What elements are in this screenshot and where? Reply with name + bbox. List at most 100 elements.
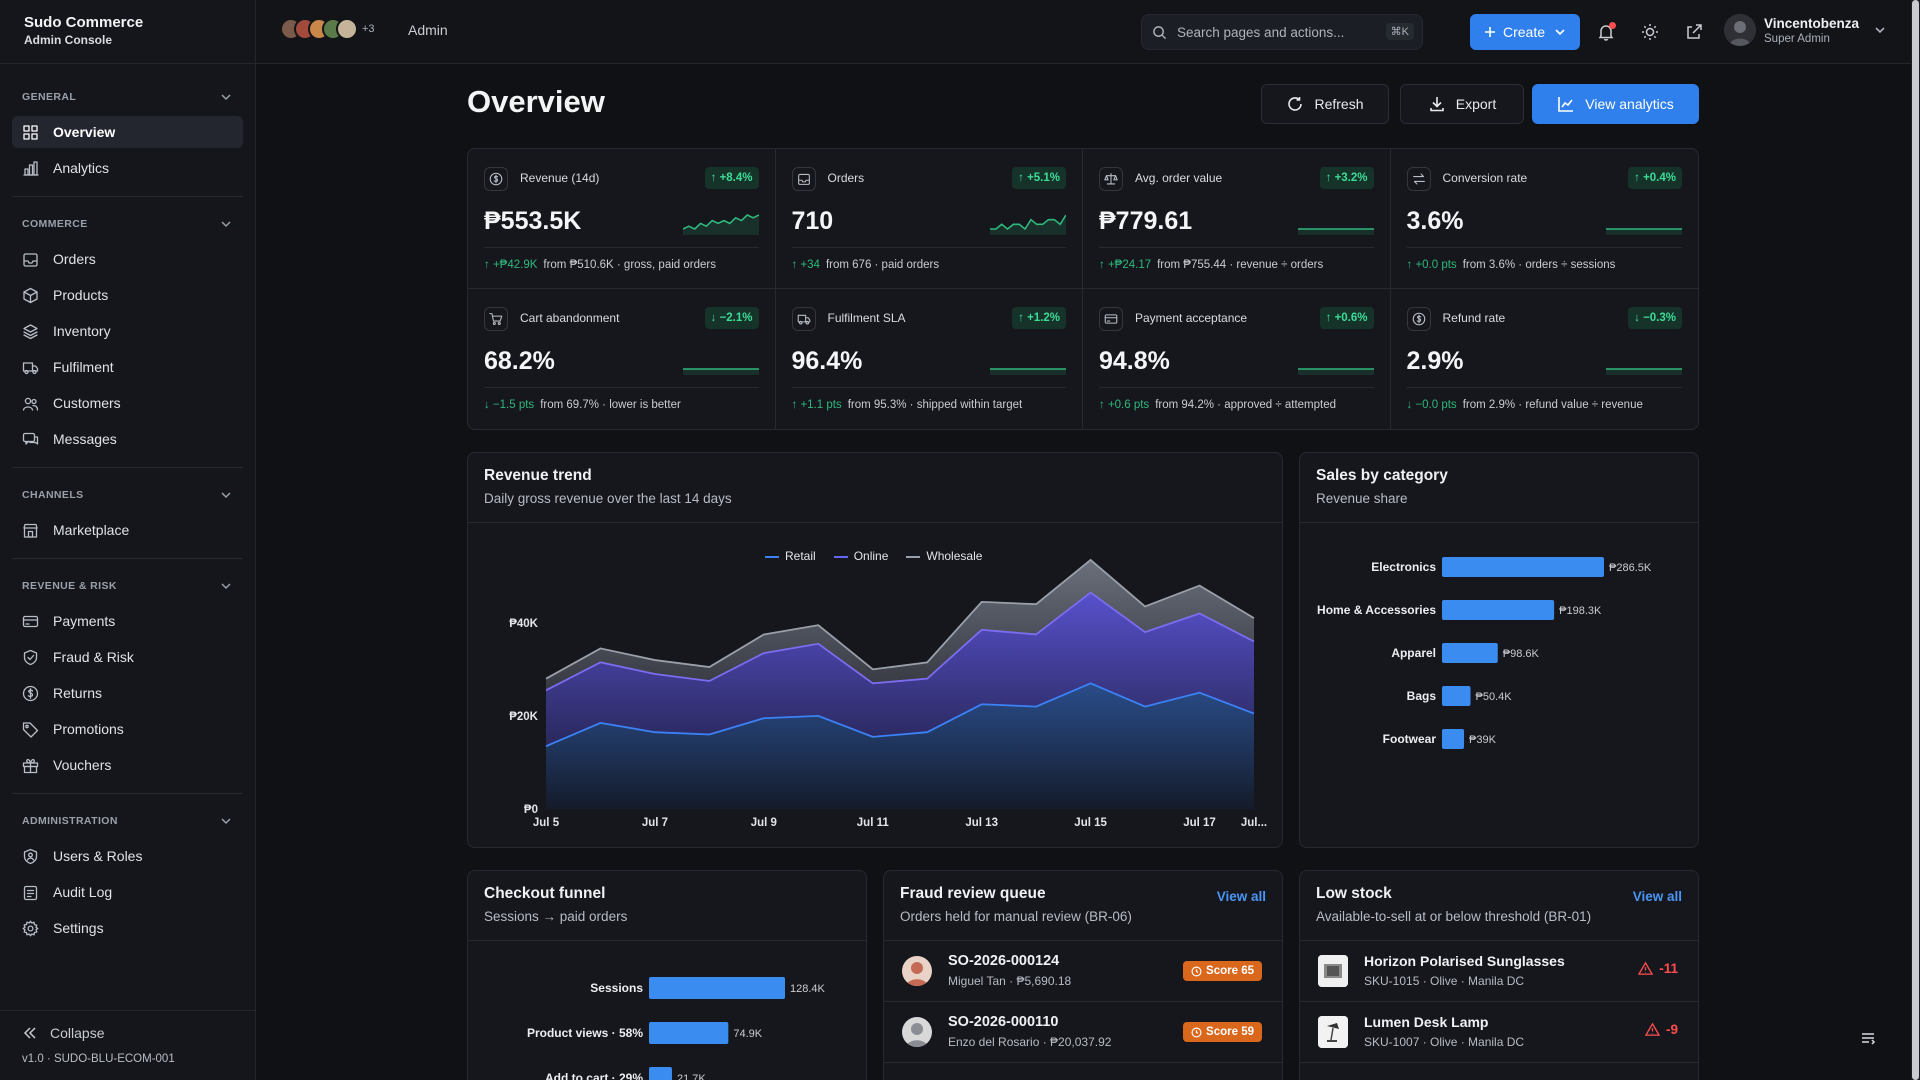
kpi-card-cart-abandonment[interactable]: Cart abandonment ↓ −2.1% 68.2% ↓ −1.5 pts fr… bbox=[468, 289, 776, 429]
sidebar-item-audit-log[interactable]: Audit Log bbox=[12, 876, 243, 908]
sidebar-item-products[interactable]: Products bbox=[12, 279, 243, 311]
kpi-card-revenue-14d[interactable]: Revenue (14d) ↑ +8.4% ₱553.5K ↑ +₱42.9K from… bbox=[468, 149, 776, 289]
sidebar: Sudo Commerce Admin Console GENERAL Overv… bbox=[0, 0, 256, 1080]
low-stock-row[interactable]: Lumen Desk Lamp SKU-1007 · Olive · Manila… bbox=[1300, 1002, 1698, 1063]
card-header: Checkout funnel Sessions → paid orders bbox=[468, 871, 866, 941]
sidebar-item-users-and-roles[interactable]: Users & Roles bbox=[12, 840, 243, 872]
dollar-circle-icon bbox=[489, 172, 503, 186]
breadcrumb[interactable]: Admin bbox=[408, 22, 448, 38]
card-subtitle: Available-to-sell at or below threshold … bbox=[1316, 909, 1592, 924]
fraud-queue-row[interactable]: SO-2026-000124 Miguel Tan · ₱5,690.18 Scor… bbox=[884, 941, 1282, 1002]
bar-home-and-accessories[interactable] bbox=[1442, 600, 1555, 620]
legend-item-online[interactable]: Online bbox=[833, 549, 888, 563]
sidebar-item-label: Overview bbox=[53, 124, 116, 140]
kpi-card-payment-acceptance[interactable]: Payment acceptance ↑ +0.6% 94.8% ↑ +0.6 pts… bbox=[1083, 289, 1391, 429]
sparkline-area bbox=[1297, 369, 1374, 375]
legend-swatch bbox=[765, 555, 779, 558]
page-title: Overview bbox=[467, 84, 605, 119]
scrollbar-thumb[interactable] bbox=[1912, 0, 1919, 1080]
sidebar-item-marketplace[interactable]: Marketplace bbox=[12, 514, 243, 546]
kpi-delta-badge: ↑ +8.4% bbox=[704, 167, 759, 189]
collapse-button[interactable]: Collapse bbox=[22, 1025, 234, 1041]
sidebar-item-label: Analytics bbox=[53, 160, 110, 176]
kpi-footnote: ↓ −1.5 pts from 69.7% · lower is better bbox=[484, 399, 681, 411]
kpi-card-refund-rate[interactable]: Refund rate ↓ −0.3% 2.9% ↓ −0.0 pts from 2.9… bbox=[1391, 289, 1699, 429]
export-button[interactable]: Export bbox=[1400, 84, 1524, 124]
external-link-icon[interactable] bbox=[1684, 22, 1704, 42]
dollar-circle-icon bbox=[22, 685, 39, 701]
area-series-wholesale[interactable] bbox=[546, 559, 1254, 691]
page-scrollbar[interactable] bbox=[1911, 0, 1920, 1080]
sidebar-item-orders[interactable]: Orders bbox=[12, 243, 243, 275]
view-all-link[interactable]: View all bbox=[1216, 889, 1266, 904]
view-all-link[interactable]: View all bbox=[1632, 889, 1682, 904]
sidebar-item-returns[interactable]: Returns bbox=[12, 677, 243, 709]
bell-icon[interactable] bbox=[1596, 22, 1616, 42]
kpi-grid: Revenue (14d) ↑ +8.4% ₱553.5K ↑ +₱42.9K from… bbox=[467, 148, 1699, 430]
sidebar-item-settings[interactable]: Settings bbox=[12, 912, 243, 944]
kpi-icon-frame bbox=[484, 167, 508, 191]
x-tick-label: Jul 15 bbox=[1074, 817, 1107, 829]
bar-sessions[interactable] bbox=[649, 977, 785, 999]
search-box[interactable]: ⌘K bbox=[1141, 14, 1423, 50]
kpi-card-avg-order-value[interactable]: Avg. order value ↑ +3.2% ₱779.61 ↑ +₱24.17 f… bbox=[1083, 149, 1391, 289]
kpi-change: ↑ +1.1 pts bbox=[791, 399, 842, 411]
kpi-comparison: from 676 · paid orders bbox=[825, 259, 940, 271]
kpi-label: Fulfilment SLA bbox=[827, 311, 906, 325]
sidebar-item-promotions[interactable]: Promotions bbox=[12, 713, 243, 745]
kpi-card-fulfilment-sla[interactable]: Fulfilment SLA ↑ +1.2% 96.4% ↑ +1.1 pts from… bbox=[776, 289, 1083, 429]
trend-chart-icon bbox=[1558, 97, 1574, 112]
sidebar-item-fulfilment[interactable]: Fulfilment bbox=[12, 351, 243, 383]
nav-section-header[interactable]: COMMERCE bbox=[12, 211, 243, 237]
bar-value-label: 74.9K bbox=[733, 1028, 762, 1040]
search-input[interactable] bbox=[1177, 24, 1397, 40]
area-series-retail[interactable] bbox=[546, 683, 1254, 809]
view-analytics-button[interactable]: View analytics bbox=[1532, 84, 1699, 124]
collaborator-avatars[interactable]: +3 bbox=[280, 18, 375, 40]
refresh-button[interactable]: Refresh bbox=[1261, 84, 1389, 124]
product-name: Horizon Polarised Sunglasses bbox=[1364, 953, 1565, 969]
nav-divider bbox=[12, 196, 243, 197]
clock-icon bbox=[1191, 1027, 1202, 1037]
bar-product-views-58[interactable] bbox=[649, 1022, 729, 1044]
nav-section-header[interactable]: GENERAL bbox=[12, 84, 243, 110]
revenue-trend-card: Revenue trend Daily gross revenue over t… bbox=[467, 452, 1283, 848]
sidebar-item-customers[interactable]: Customers bbox=[12, 387, 243, 419]
nav-section-header[interactable]: ADMINISTRATION bbox=[12, 808, 243, 834]
nav-divider bbox=[12, 558, 243, 559]
double-chevron-left-icon bbox=[23, 1027, 36, 1039]
bar-add-to-cart-29[interactable] bbox=[649, 1067, 672, 1080]
sidebar-item-overview[interactable]: Overview bbox=[12, 116, 243, 148]
sidebar-item-vouchers[interactable]: Vouchers bbox=[12, 749, 243, 781]
sidebar-item-label: Messages bbox=[53, 431, 117, 447]
nav-section-header[interactable]: REVENUE & RISK bbox=[12, 573, 243, 599]
nav-divider bbox=[12, 467, 243, 468]
floating-menu-button[interactable] bbox=[1852, 1022, 1884, 1054]
legend-item-retail[interactable]: Retail bbox=[765, 549, 816, 563]
sun-icon[interactable] bbox=[1640, 22, 1660, 42]
checkout-funnel-chart: Sessions 128.4K Product views · 58% 74.9K Ad… bbox=[527, 977, 826, 1080]
bar-bags[interactable] bbox=[1442, 686, 1471, 706]
kpi-card-orders[interactable]: Orders ↑ +5.1% 710 ↑ +34 from 676 · paid ord… bbox=[775, 149, 1083, 289]
fraud-queue-row[interactable]: SO-2026-000110 Enzo del Rosario · ₱20,037… bbox=[884, 1002, 1282, 1063]
kpi-card-conversion-rate[interactable]: Conversion rate ↑ +0.4% 3.6% ↑ +0.0 pts from… bbox=[1390, 149, 1698, 289]
brand[interactable]: Sudo Commerce Admin Console bbox=[0, 0, 255, 64]
bar-value-label: ₱198.3K bbox=[1559, 605, 1602, 617]
sidebar-item-fraud-and-risk[interactable]: Fraud & Risk bbox=[12, 641, 243, 673]
sidebar-item-analytics[interactable]: Analytics bbox=[12, 152, 243, 184]
sidebar-item-messages[interactable]: Messages bbox=[12, 423, 243, 455]
legend-item-wholesale[interactable]: Wholesale bbox=[906, 549, 982, 563]
risk-score-label: Score 59 bbox=[1206, 1026, 1254, 1038]
product-meta: SKU-1007 · Olive · Manila DC bbox=[1364, 1035, 1525, 1049]
area-series-online[interactable] bbox=[546, 592, 1254, 747]
series-line-online bbox=[545, 591, 1255, 692]
bar-electronics[interactable] bbox=[1442, 557, 1604, 577]
low-stock-row[interactable]: Horizon Polarised Sunglasses SKU-1015 · O… bbox=[1300, 941, 1698, 1002]
bar-apparel[interactable] bbox=[1442, 643, 1498, 663]
create-button[interactable]: Create bbox=[1470, 14, 1580, 50]
user-menu[interactable]: Vincentobenza Super Admin bbox=[1724, 14, 1887, 46]
sidebar-item-payments[interactable]: Payments bbox=[12, 605, 243, 637]
nav-section-header[interactable]: CHANNELS bbox=[12, 482, 243, 508]
bar-footwear[interactable] bbox=[1442, 729, 1465, 749]
sidebar-item-inventory[interactable]: Inventory bbox=[12, 315, 243, 347]
